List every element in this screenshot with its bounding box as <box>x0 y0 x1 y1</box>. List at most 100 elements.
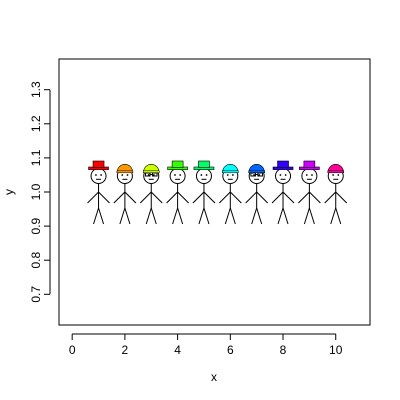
figure-eye <box>200 174 203 176</box>
hat-crown <box>303 160 316 168</box>
figure-leg <box>303 207 310 225</box>
figure-eye <box>332 174 335 176</box>
figure-head <box>169 168 186 184</box>
figure-arm <box>309 191 321 204</box>
hat-band <box>248 170 265 174</box>
figure-arm <box>298 191 310 204</box>
x-tick-label: 8 <box>280 343 287 357</box>
x-tick-label: 4 <box>174 343 181 357</box>
plot-frame <box>58 58 371 326</box>
figure-arm <box>245 191 258 204</box>
figure-arm <box>282 191 295 204</box>
figure-leg <box>308 207 315 225</box>
data-points <box>87 160 348 225</box>
stick-figure-point <box>245 164 269 225</box>
y-tick-label: 1.0 <box>29 183 43 200</box>
y-tick-label: 0.7 <box>29 286 43 303</box>
figure-leg <box>251 207 258 225</box>
figure-arm <box>335 191 348 204</box>
figure-head <box>301 168 318 184</box>
figure-leg <box>256 207 263 225</box>
y-axis: 0.7 0.8 0.9 1.0 1.1 1.2 1.3 <box>29 81 51 303</box>
figure-arm <box>113 191 126 204</box>
figure-leg <box>203 207 210 225</box>
y-tick-label: 1.2 <box>29 115 43 132</box>
figure-arm <box>166 191 178 204</box>
figure-leg <box>224 207 231 225</box>
figure-leg <box>124 207 131 225</box>
figure-leg <box>198 207 205 225</box>
stick-figure-point <box>324 164 348 225</box>
figure-leg <box>335 207 342 225</box>
stick-figure-point <box>271 160 295 225</box>
hat-band <box>142 170 160 174</box>
stick-figure-point <box>113 164 137 225</box>
figure-eye <box>305 174 308 176</box>
figure-eye <box>126 174 129 176</box>
y-tick-label: 0.8 <box>29 252 43 269</box>
hat-crown <box>92 160 105 168</box>
figure-leg <box>172 207 179 225</box>
figure-arm <box>229 191 242 204</box>
hat-crown <box>171 160 184 168</box>
stick-figure-point <box>87 160 110 225</box>
y-tick-label: 1.3 <box>29 81 43 98</box>
figure-arm <box>203 191 216 204</box>
figure-arm <box>124 191 137 204</box>
figure-arm <box>139 191 152 204</box>
figure-eye <box>147 174 150 176</box>
figure-arm <box>98 191 110 204</box>
figure-eye <box>174 174 176 176</box>
figure-eye <box>279 174 282 176</box>
figure-arm <box>192 191 205 204</box>
figure-arm <box>271 191 284 204</box>
x-axis: 0 2 4 6 8 10 <box>69 333 343 357</box>
figure-arm <box>87 191 99 204</box>
x-axis-label: x <box>211 370 217 384</box>
figure-eye <box>100 174 103 176</box>
figure-eye <box>258 174 261 176</box>
figure-leg <box>330 207 337 225</box>
figure-eye <box>311 174 313 176</box>
figure-eye <box>179 174 182 176</box>
stick-figure-point <box>298 160 321 225</box>
figure-arm <box>150 191 163 204</box>
figure-eye <box>205 174 208 176</box>
figure-leg <box>229 207 236 225</box>
figure-head <box>90 168 107 184</box>
figure-leg <box>150 207 157 225</box>
stick-figure-point <box>166 160 189 225</box>
figure-eye <box>95 174 97 176</box>
y-tick-label: 1.1 <box>29 149 43 166</box>
figure-arm <box>324 191 337 204</box>
hat-crown <box>277 160 289 168</box>
y-tick-label: 0.9 <box>29 217 43 234</box>
figure-leg <box>145 207 152 225</box>
figure-head <box>275 168 292 184</box>
stick-figure-point <box>192 160 216 225</box>
figure-leg <box>177 207 184 225</box>
figure-eye <box>337 174 340 176</box>
y-axis-label: y <box>2 189 16 195</box>
figure-leg <box>282 207 289 225</box>
hat-band <box>116 170 134 174</box>
figure-eye <box>253 174 255 176</box>
figure-leg <box>119 207 126 225</box>
x-tick-label: 0 <box>69 343 76 357</box>
figure-eye <box>226 174 229 176</box>
figure-head <box>195 168 212 184</box>
figure-arm <box>177 191 189 204</box>
x-tick-label: 10 <box>329 343 343 357</box>
hat-band <box>222 170 239 174</box>
figure-leg <box>277 207 284 225</box>
figure-leg <box>98 207 105 225</box>
figure-eye <box>284 174 287 176</box>
figure-arm <box>256 191 269 204</box>
x-tick-label: 6 <box>227 343 234 357</box>
figure-eye <box>121 174 124 176</box>
figure-eye <box>152 174 155 176</box>
figure-leg <box>93 207 100 225</box>
stick-figure-point <box>218 164 242 225</box>
